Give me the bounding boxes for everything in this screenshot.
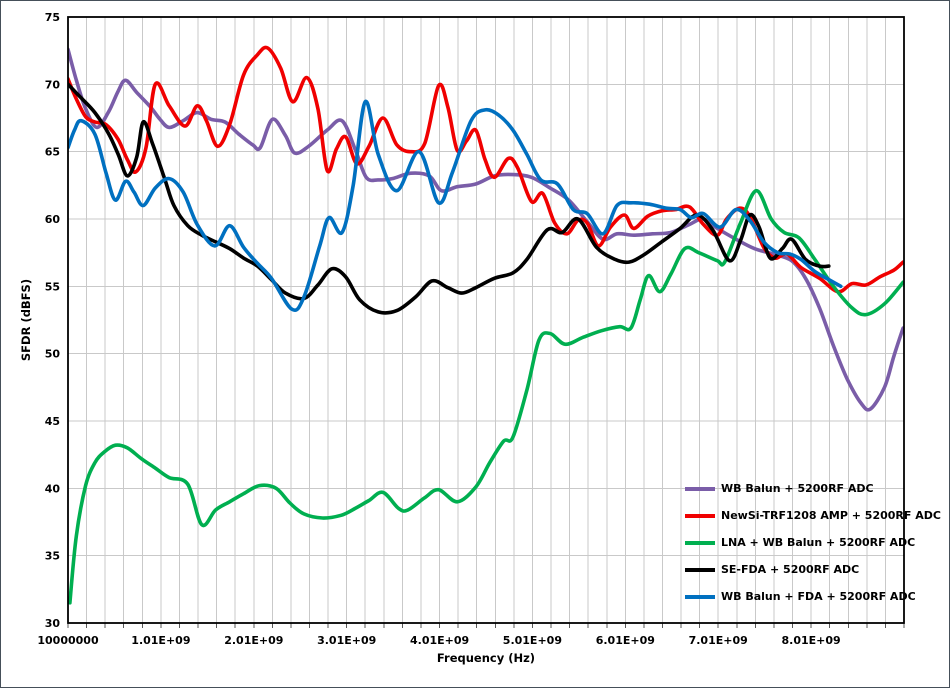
legend-line-swatch	[685, 540, 715, 545]
y-tick-label: 40	[45, 482, 61, 495]
x-tick-label: 7.01E+09	[689, 634, 748, 647]
y-tick-label: 65	[45, 146, 60, 159]
series-line-wb-balun-fda	[68, 99, 843, 312]
series-line-lna-wb-balun	[68, 188, 904, 605]
x-gridlines	[86, 17, 886, 623]
legend-item-newsi-trf1208-amp: NewSi-TRF1208 AMP + 5200RF ADC	[685, 502, 941, 529]
legend-item-wb-balun: WB Balun + 5200RF ADC	[685, 475, 941, 502]
y-tick-label: 70	[45, 78, 61, 91]
series-line-newsi-trf1208-amp	[68, 45, 904, 294]
legend-line-swatch	[685, 594, 715, 599]
x-tick-label: 10000000	[37, 634, 99, 647]
legend-label: WB Balun + 5200RF ADC	[721, 482, 874, 495]
legend-label: LNA + WB Balun + 5200RF ADC	[721, 536, 916, 549]
y-axis-title: SFDR (dBFS)	[19, 278, 33, 362]
y-gridlines	[68, 83, 904, 557]
y-tick-label: 55	[45, 280, 60, 293]
x-tick-label: 3.01E+09	[317, 634, 376, 647]
legend-line-swatch	[685, 567, 715, 572]
x-tick-label: 8.01E+09	[782, 634, 841, 647]
legend-line-swatch	[685, 486, 715, 491]
legend-line-swatch	[685, 513, 715, 518]
legend-label: WB Balun + FDA + 5200RF ADC	[721, 590, 916, 603]
x-tick-label: 6.01E+09	[596, 634, 655, 647]
legend-item-se-fda: SE-FDA + 5200RF ADC	[685, 556, 941, 583]
legend-item-wb-balun-fda: WB Balun + FDA + 5200RF ADC	[685, 583, 941, 610]
legend-item-lna-wb-balun: LNA + WB Balun + 5200RF ADC	[685, 529, 941, 556]
x-axis-title: Frequency (Hz)	[436, 651, 536, 665]
chart-legend: WB Balun + 5200RF ADC NewSi-TRF1208 AMP +…	[685, 475, 941, 610]
x-tick-label: 2.01E+09	[224, 634, 283, 647]
legend-label: SE-FDA + 5200RF ADC	[721, 563, 860, 576]
series-line-se-fda	[68, 82, 831, 315]
x-tick-label: 4.01E+09	[410, 634, 469, 647]
y-tick-label: 35	[45, 550, 60, 563]
y-tick-label: 45	[45, 415, 60, 428]
series-line-wb-balun	[68, 47, 904, 412]
y-tick-label: 60	[45, 213, 61, 226]
legend-label: NewSi-TRF1208 AMP + 5200RF ADC	[721, 509, 941, 522]
plot-border	[67, 16, 905, 624]
y-tick-label: 50	[45, 348, 61, 361]
y-tick-label: 75	[45, 11, 60, 24]
x-tick-label: 5.01E+09	[503, 634, 562, 647]
y-tick-label: 30	[45, 617, 61, 630]
x-tick-label: 1.01E+09	[131, 634, 190, 647]
